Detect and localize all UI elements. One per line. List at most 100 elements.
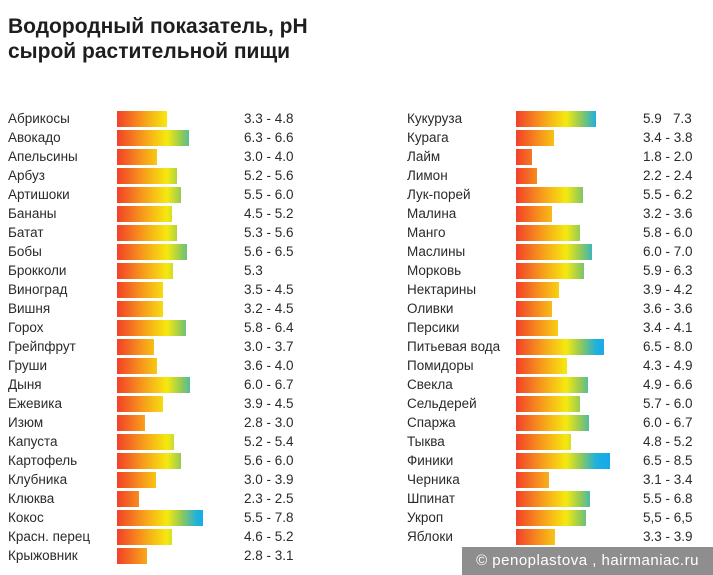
ph-bar: [516, 415, 589, 431]
ph-value-label: 5.6 - 6.5: [244, 244, 294, 259]
chart-title: Водородный показатель, pH сырой растител…: [8, 14, 308, 64]
ph-value-label: 3.3 - 3.9: [643, 529, 693, 544]
bar-row: Тыква 4.8 - 5.2: [407, 433, 707, 452]
ph-bar: [516, 301, 552, 317]
bar-row: Помидоры 4.3 - 4.9: [407, 357, 707, 376]
food-label: Авокадо: [8, 130, 61, 145]
food-label: Спаржа: [407, 415, 456, 430]
ph-value-label: 2.8 - 3.1: [244, 548, 294, 563]
food-label: Лимон: [407, 168, 448, 183]
bar-row: Лук-порей 5.5 - 6.2: [407, 186, 707, 205]
ph-bar: [516, 453, 611, 469]
food-label: Апельсины: [8, 149, 78, 164]
ph-bar: [117, 510, 203, 526]
food-label: Кокос: [8, 510, 44, 525]
ph-value-label: 3.2 - 3.6: [643, 206, 693, 221]
food-label: Грейпфрут: [8, 339, 76, 354]
bar-row: Манго 5.8 - 6.0: [407, 224, 707, 243]
bar-row: Маслины 6.0 - 7.0: [407, 243, 707, 262]
ph-bar: [516, 472, 550, 488]
ph-value-label: 5.9 7.3: [643, 111, 692, 126]
food-label: Кукуруза: [407, 111, 463, 126]
bar-row: Шпинат 5.5 - 6.8: [407, 490, 707, 509]
food-label: Шпинат: [407, 491, 456, 506]
bar-row: Виноград 3.5 - 4.5: [8, 281, 308, 300]
ph-value-label: 4.8 - 5.2: [643, 434, 693, 449]
food-label: Груши: [8, 358, 48, 373]
ph-bar: [516, 130, 554, 146]
bar-row: Лимон 2.2 - 2.4: [407, 167, 707, 186]
ph-value-label: 6.3 - 6.6: [244, 130, 294, 145]
ph-value-label: 4.6 - 5.2: [244, 529, 294, 544]
ph-bar: [117, 415, 146, 431]
ph-value-label: 5.5 - 7.8: [244, 510, 294, 525]
ph-value-label: 2.8 - 3.0: [244, 415, 294, 430]
ph-bar: [516, 529, 556, 545]
ph-bar: [117, 149, 158, 165]
ph-bar: [117, 491, 140, 507]
bar-row: Ежевика 3.9 - 4.5: [8, 395, 308, 414]
ph-value-label: 5.9 - 6.3: [643, 263, 693, 278]
food-label: Лайм: [407, 149, 441, 164]
food-label: Оливки: [407, 301, 454, 316]
food-label: Ежевика: [8, 396, 62, 411]
ph-bar: [117, 244, 188, 260]
food-label: Картофель: [8, 453, 78, 468]
bar-row: Финики 6.5 - 8.5: [407, 452, 707, 471]
ph-value-label: 4.3 - 4.9: [643, 358, 693, 373]
ph-value-label: 5.5 - 6.8: [643, 491, 693, 506]
food-label: Питьевая вода: [407, 339, 501, 354]
ph-value-label: 5.3: [244, 263, 263, 278]
ph-bar: [516, 244, 593, 260]
food-label: Клубника: [8, 472, 68, 487]
food-label: Дыня: [8, 377, 42, 392]
ph-bar: [516, 111, 596, 127]
ph-bar: [117, 111, 167, 127]
food-label: Горох: [8, 320, 44, 335]
ph-bar: [117, 548, 147, 564]
bar-row: Укроп 5,5 - 6,5: [407, 509, 707, 528]
bar-row: Картофель 5.6 - 6.0: [8, 452, 308, 471]
bar-row: Апельсины 3.0 - 4.0: [8, 148, 308, 167]
bar-row: Яблоки 3.3 - 3.9: [407, 528, 707, 547]
right-column: Кукуруза 5.9 7.3 Курага 3.4 - 3.8 Лайм 1.8 - …: [407, 110, 707, 547]
bar-row: Груши 3.6 - 4.0: [8, 357, 308, 376]
bar-row: Морковь 5.9 - 6.3: [407, 262, 707, 281]
bar-row: Артишоки 5.5 - 6.0: [8, 186, 308, 205]
ph-value-label: 4.9 - 6.6: [643, 377, 693, 392]
ph-value-label: 4.5 - 5.2: [244, 206, 294, 221]
title-line-1: Водородный показатель, pH: [8, 15, 308, 38]
bar-row: Бобы 5.6 - 6.5: [8, 243, 308, 262]
bar-row: Вишня 3.2 - 4.5: [8, 300, 308, 319]
ph-value-label: 3.3 - 4.8: [244, 111, 294, 126]
ph-bar: [516, 339, 605, 355]
food-label: Укроп: [407, 510, 444, 525]
food-label: Тыква: [407, 434, 445, 449]
food-label: Свекла: [407, 377, 453, 392]
bar-row: Арбуз 5.2 - 5.6: [8, 167, 308, 186]
ph-value-label: 5.2 - 5.4: [244, 434, 294, 449]
food-label: Курага: [407, 130, 449, 145]
bar-row: Курага 3.4 - 3.8: [407, 129, 707, 148]
bar-row: Сельдерей 5.7 - 6.0: [407, 395, 707, 414]
food-label: Малина: [407, 206, 457, 221]
ph-bar: [117, 168, 177, 184]
bar-row: Клубника 3.0 - 3.9: [8, 471, 308, 490]
food-label: Виноград: [8, 282, 68, 297]
ph-bar: [117, 130, 189, 146]
food-label: Манго: [407, 225, 446, 240]
bar-row: Бананы 4.5 - 5.2: [8, 205, 308, 224]
ph-bar: [516, 377, 588, 393]
bar-row: Персики 3.4 - 4.1: [407, 319, 707, 338]
ph-bar: [117, 206, 172, 222]
ph-bar: [516, 206, 552, 222]
ph-value-label: 3.2 - 4.5: [244, 301, 294, 316]
bar-row: Лайм 1.8 - 2.0: [407, 148, 707, 167]
ph-bar: [516, 225, 581, 241]
ph-bar: [117, 339, 154, 355]
ph-value-label: 6.0 - 6.7: [244, 377, 294, 392]
ph-value-label: 5.8 - 6.0: [643, 225, 693, 240]
bar-row: Брокколи 5.3: [8, 262, 308, 281]
food-label: Абрикосы: [8, 111, 70, 126]
bar-row: Питьевая вода 6.5 - 8.0: [407, 338, 707, 357]
